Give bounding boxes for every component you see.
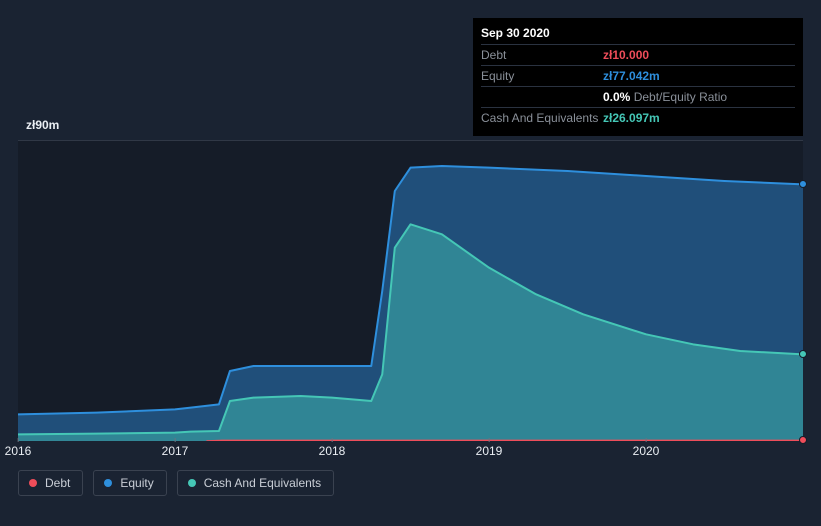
x-tick: 2017 [162, 444, 189, 458]
chart: zł90m zł0 20162017201820192020 Debt Equi… [18, 120, 803, 470]
plot-svg [18, 141, 803, 441]
x-axis: 20162017201820192020 [18, 440, 803, 462]
tooltip-label-cash: Cash And Equivalents [481, 111, 603, 125]
tooltip-label-ratio [481, 90, 603, 104]
legend: Debt Equity Cash And Equivalents [18, 470, 334, 496]
hover-marker-cash [799, 350, 807, 358]
legend-label-cash: Cash And Equivalents [204, 476, 321, 490]
y-axis-label-top: zł90m [26, 118, 59, 132]
tooltip-value-equity: zł77.042m [603, 69, 660, 83]
tooltip-row-ratio: 0.0% Debt/Equity Ratio [481, 86, 795, 107]
legend-dot-debt [29, 479, 37, 487]
tooltip-row-cash: Cash And Equivalents zł26.097m [481, 107, 795, 128]
legend-item-debt[interactable]: Debt [18, 470, 83, 496]
x-tick: 2019 [476, 444, 503, 458]
tooltip-label-equity: Equity [481, 69, 603, 83]
tooltip-value-debt: zł10.000 [603, 48, 649, 62]
legend-item-cash[interactable]: Cash And Equivalents [177, 470, 334, 496]
tooltip-row-debt: Debt zł10.000 [481, 44, 795, 65]
tooltip-value-cash: zł26.097m [603, 111, 660, 125]
plot-area[interactable] [18, 140, 803, 440]
tooltip-row-equity: Equity zł77.042m [481, 65, 795, 86]
legend-label-equity: Equity [120, 476, 153, 490]
x-tick: 2016 [5, 444, 32, 458]
tooltip-ratio-text: Debt/Equity Ratio [634, 90, 727, 104]
hover-marker-equity [799, 180, 807, 188]
tooltip-label-debt: Debt [481, 48, 603, 62]
legend-item-equity[interactable]: Equity [93, 470, 166, 496]
tooltip-box: Sep 30 2020 Debt zł10.000 Equity zł77.04… [473, 18, 803, 136]
legend-dot-equity [104, 479, 112, 487]
tooltip-ratio-pct: 0.0% [603, 90, 630, 104]
legend-dot-cash [188, 479, 196, 487]
legend-label-debt: Debt [45, 476, 70, 490]
tooltip-date: Sep 30 2020 [481, 24, 795, 44]
x-tick: 2018 [319, 444, 346, 458]
tooltip-ratio: 0.0% Debt/Equity Ratio [603, 90, 727, 104]
x-tick: 2020 [633, 444, 660, 458]
